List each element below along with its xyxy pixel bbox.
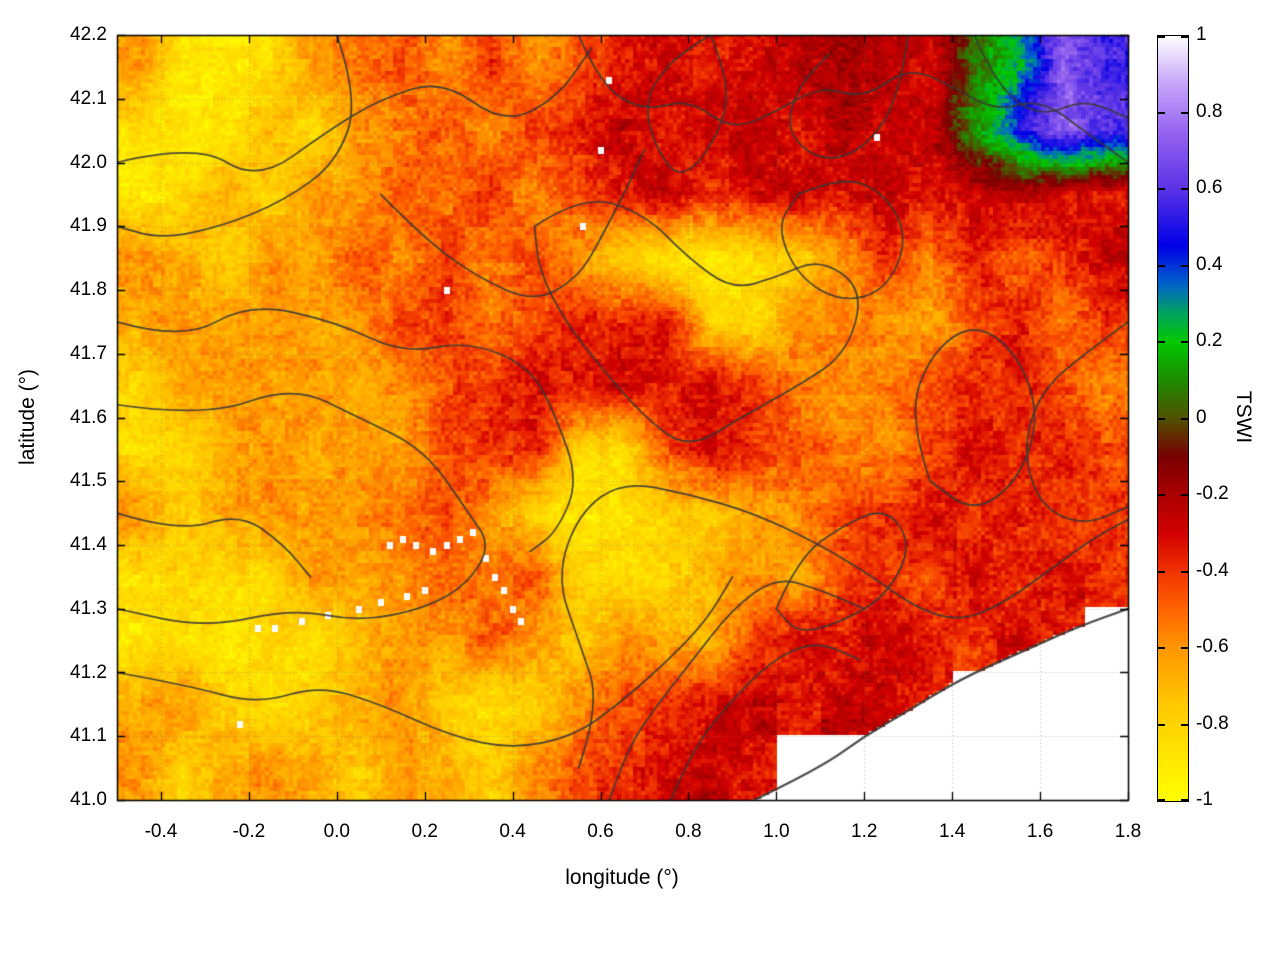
colorbar-tick: [1158, 417, 1165, 420]
x-tick-label: 1.4: [938, 821, 966, 842]
colorbar-tick: [1181, 111, 1188, 114]
y-tick-label: 41.1: [70, 725, 107, 747]
y-tick-label: 41.5: [70, 470, 107, 492]
x-tick-label: 0.4: [499, 821, 526, 842]
colorbar-tick: [1158, 341, 1165, 343]
y-tick-label: 41.0: [70, 789, 107, 810]
colorbar-tick: [1181, 264, 1188, 267]
y-tick-label: 41.2: [70, 661, 107, 683]
colorbar-tick: [1181, 417, 1188, 420]
colorbar-tick: [1158, 570, 1165, 573]
colorbar-tick: [1158, 188, 1165, 190]
colorbar-tick: [1181, 341, 1188, 343]
colorbar-tick-label: -0.6: [1196, 636, 1229, 657]
colorbar-tick-label: -1: [1196, 789, 1213, 810]
colorbar-tick: [1181, 494, 1188, 496]
colorbar-tick-label: -0.8: [1196, 712, 1229, 734]
colorbar-tick-label: -0.2: [1196, 483, 1229, 504]
y-tick-label: 42.0: [70, 151, 107, 173]
colorbar-tick-label: 0.4: [1196, 253, 1223, 275]
y-tick-label: 41.9: [70, 215, 107, 237]
y-tick-label: 41.4: [70, 534, 107, 555]
x-tick-label: 0.6: [587, 821, 614, 842]
x-tick-label: -0.2: [232, 821, 266, 842]
x-tick-label: 1.8: [1114, 821, 1142, 842]
colorbar-tick-label: 0.6: [1196, 177, 1223, 198]
x-tick-label: 0.2: [411, 821, 438, 842]
colorbar-label: TSWI: [1232, 390, 1255, 444]
y-tick-label: 41.3: [70, 597, 107, 619]
y-tick-label: 41.8: [70, 279, 107, 300]
colorbar-tick: [1181, 188, 1188, 190]
colorbar: [1157, 35, 1189, 802]
y-tick-label: 42.2: [70, 24, 107, 45]
y-tick-label: 41.6: [70, 406, 107, 428]
y-tick-label: 41.7: [70, 342, 107, 364]
y-tick-label: 42.1: [70, 87, 107, 109]
y-axis-label: latitude (°): [16, 369, 39, 465]
x-tick-label: -0.4: [144, 821, 178, 842]
colorbar-tick: [1158, 494, 1165, 496]
colorbar-tick: [1158, 36, 1165, 38]
colorbar-tick: [1158, 647, 1165, 649]
colorbar-tick-label: 0: [1196, 406, 1207, 428]
colorbar-tick: [1181, 647, 1188, 649]
colorbar-tick-label: 1: [1196, 24, 1207, 45]
colorbar-tick: [1158, 111, 1165, 114]
colorbar-tick: [1158, 264, 1165, 267]
x-axis-label: longitude (°): [565, 866, 679, 889]
colorbar-tick: [1181, 723, 1188, 726]
x-tick-label: 1.6: [1026, 821, 1054, 842]
colorbar-tick: [1181, 36, 1188, 38]
x-tick-label: 0.8: [675, 821, 702, 842]
colorbar-tick-label: 0.2: [1196, 330, 1223, 351]
colorbar-tick: [1158, 723, 1165, 726]
x-tick-label: 0.0: [323, 821, 350, 842]
colorbar-tick: [1181, 799, 1188, 801]
x-tick-label: 1.0: [763, 821, 790, 842]
colorbar-tick: [1158, 799, 1165, 801]
x-tick-label: 1.2: [851, 821, 878, 842]
colorbar-tick-label: -0.4: [1196, 559, 1229, 581]
colorbar-tick-label: 0.8: [1196, 100, 1223, 122]
colorbar-tick: [1181, 570, 1188, 573]
